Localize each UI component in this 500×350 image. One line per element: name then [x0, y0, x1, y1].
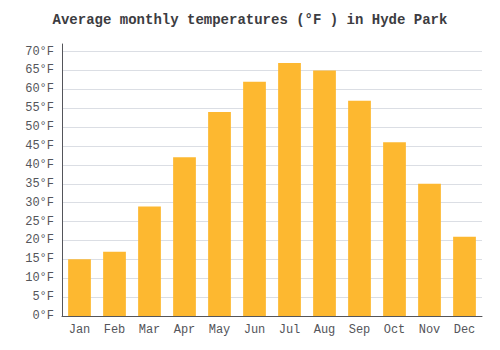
svg-text:Mar: Mar — [139, 323, 161, 337]
svg-text:20°F: 20°F — [25, 233, 54, 247]
svg-text:Feb: Feb — [104, 323, 126, 337]
svg-text:Apr: Apr — [174, 323, 196, 337]
svg-text:Aug: Aug — [314, 323, 336, 337]
svg-text:Jul: Jul — [279, 323, 301, 337]
svg-text:5°F: 5°F — [32, 290, 54, 304]
svg-text:40°F: 40°F — [25, 158, 54, 172]
svg-text:35°F: 35°F — [25, 177, 54, 191]
svg-text:Jun: Jun — [244, 323, 266, 337]
svg-text:Sep: Sep — [349, 323, 371, 337]
svg-text:30°F: 30°F — [25, 196, 54, 210]
svg-text:45°F: 45°F — [25, 139, 54, 153]
svg-text:15°F: 15°F — [25, 252, 54, 266]
svg-text:Average monthly temperatures (: Average monthly temperatures (°F ) in Hy… — [53, 12, 448, 28]
svg-text:0°F: 0°F — [32, 309, 54, 323]
svg-text:25°F: 25°F — [25, 215, 54, 229]
svg-text:65°F: 65°F — [25, 63, 54, 77]
svg-text:May: May — [209, 323, 231, 337]
svg-text:Jan: Jan — [69, 323, 91, 337]
svg-text:10°F: 10°F — [25, 271, 54, 285]
svg-text:Nov: Nov — [419, 323, 441, 337]
svg-text:Oct: Oct — [384, 323, 406, 337]
svg-text:60°F: 60°F — [25, 82, 54, 96]
svg-text:70°F: 70°F — [25, 45, 54, 59]
svg-text:55°F: 55°F — [25, 101, 54, 115]
svg-text:50°F: 50°F — [25, 120, 54, 134]
svg-text:Dec: Dec — [454, 323, 476, 337]
